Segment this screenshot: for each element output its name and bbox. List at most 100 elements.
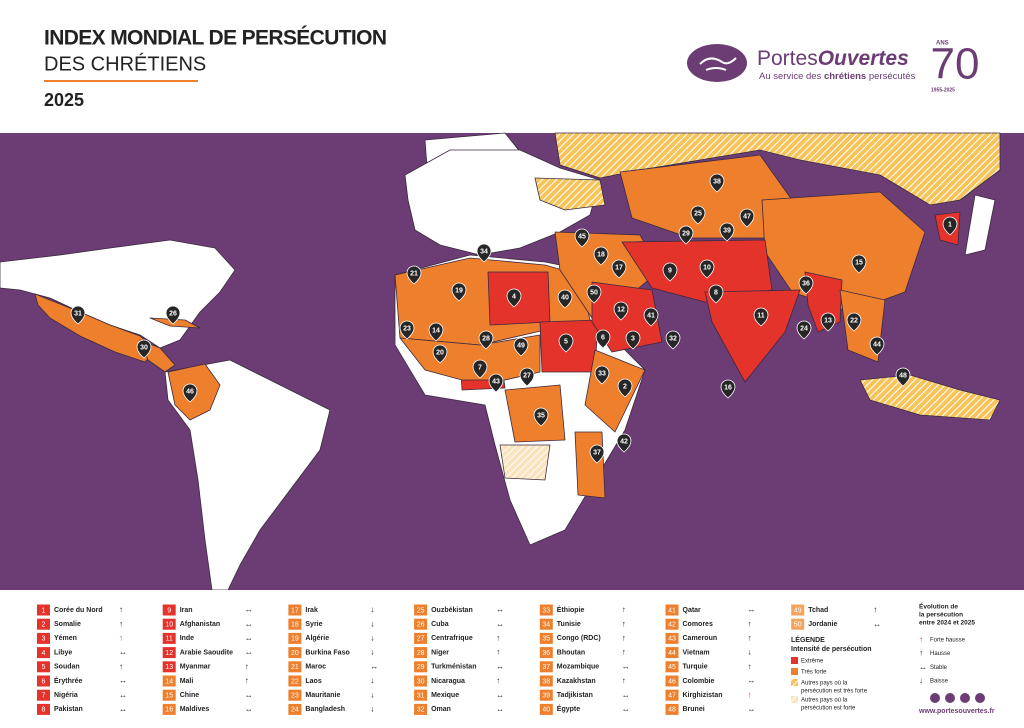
ranking-item: 45 Turquie ↑ xyxy=(665,661,752,673)
ranking-item: 15 Chine ↔ xyxy=(162,689,253,701)
ranking-item: 35 Congo (RDC) ↑ xyxy=(539,632,626,644)
rank-badge xyxy=(288,689,302,701)
pin-label: 26 xyxy=(169,310,177,317)
trend-arrow: ↑ xyxy=(496,676,500,685)
pin-marker xyxy=(399,320,415,340)
pin-label: 24 xyxy=(800,325,808,332)
trend-arrow: ↔ xyxy=(370,662,378,671)
rank-number: 23 xyxy=(291,693,299,700)
pin-marker xyxy=(428,322,444,342)
pin-label: 48 xyxy=(899,372,907,379)
country-name: Maldives xyxy=(180,706,210,713)
evolution-symbol: ↔ xyxy=(919,662,927,671)
pin-marker xyxy=(678,225,694,245)
ranking-item: 21 Maroc ↔ xyxy=(288,661,378,673)
social-icon[interactable] xyxy=(960,693,970,703)
mozambique xyxy=(574,431,606,499)
country-name: Somalie xyxy=(54,621,81,628)
evolution-title: Évolution de xyxy=(919,602,958,611)
ranking-item: 24 Bangladesh ↓ xyxy=(288,703,374,715)
mexico xyxy=(34,293,157,363)
ranking-item: 13 Myanmar ↑ xyxy=(162,661,249,673)
rank-number: 30 xyxy=(417,678,425,685)
title: INDEX MONDIAL DE PERSÉCUTION xyxy=(44,27,387,50)
rank-badge xyxy=(288,703,302,715)
trend-arrow: ↑ xyxy=(748,619,752,628)
trend-arrow: ↑ xyxy=(496,634,500,643)
pin-marker xyxy=(616,433,632,453)
title-underline xyxy=(44,80,198,82)
country-name: Bangladesh xyxy=(305,706,345,713)
rank-badge xyxy=(539,632,553,644)
rank-badge xyxy=(791,604,805,616)
pin-label: 42 xyxy=(620,438,628,445)
country-name: Algérie xyxy=(305,635,329,642)
map-pin: 33 xyxy=(594,365,610,385)
ranking-item: 3 Yémen ↑ xyxy=(37,632,123,644)
rank-badge xyxy=(665,689,679,701)
pin-label: 36 xyxy=(802,280,810,287)
map-pin: 21 xyxy=(406,265,422,285)
tagline-3: persécutés xyxy=(869,71,916,82)
rank-number: 18 xyxy=(291,622,299,629)
map-pin: 25 xyxy=(690,205,706,225)
trend-arrow: ↓ xyxy=(370,690,374,699)
pin-label: 13 xyxy=(824,317,832,324)
pin-label: 1 xyxy=(948,221,952,228)
rank-badge xyxy=(414,661,428,673)
tagline-2: chrétiens xyxy=(824,71,866,82)
ranking-item: 48 Brunei ↔ xyxy=(665,703,756,715)
ranking-item: 9 Iran ↔ xyxy=(162,604,253,616)
rank-badge xyxy=(791,618,805,630)
trend-arrow: ↔ xyxy=(119,705,127,714)
rank-badge xyxy=(162,675,176,687)
rank-badge xyxy=(414,618,428,630)
pin-label: 27 xyxy=(523,372,531,379)
rank-badge xyxy=(288,618,302,630)
rank-number: 15 xyxy=(165,693,173,700)
logo-fish xyxy=(699,57,737,71)
map-pin: 40 xyxy=(557,289,573,309)
evolution-symbol: ↑ xyxy=(919,635,923,644)
trend-arrow: ↔ xyxy=(622,705,630,714)
legend: LÉGENDE Intensité de persécution Extrême… xyxy=(791,635,872,712)
country-name: Tchad xyxy=(808,607,828,614)
country-name: Syrie xyxy=(305,621,322,628)
legend-label: persécution est forte xyxy=(801,706,856,712)
rank-badge xyxy=(37,661,50,673)
country-name: Mozambique xyxy=(557,664,599,671)
pin-marker xyxy=(533,407,549,427)
rank-number: 39 xyxy=(542,693,550,700)
country-name: Centrafrique xyxy=(431,635,473,642)
country-name: Cuba xyxy=(431,621,449,628)
map-pin: 3 xyxy=(625,330,641,350)
ranking-item: 20 Burkina Faso ↓ xyxy=(288,647,374,659)
evolution-label: Hausse xyxy=(930,651,951,657)
trend-arrow: ↓ xyxy=(370,605,374,614)
map-pin: 4 xyxy=(506,288,522,308)
trend-arrow: ↑ xyxy=(245,662,249,671)
rank-badge xyxy=(162,632,176,644)
ranking-item: 14 Mali ↑ xyxy=(162,675,249,687)
social-icon[interactable] xyxy=(975,693,985,703)
country-name: Éthiopie xyxy=(557,605,585,614)
india xyxy=(704,289,801,383)
ranking-item: 23 Mauritanie ↓ xyxy=(288,689,374,701)
map-pin: 1 xyxy=(942,216,958,236)
trend-arrow: ↔ xyxy=(496,619,504,628)
country-name: Maroc xyxy=(305,664,326,671)
ranking-item: 18 Syrie ↓ xyxy=(288,618,374,630)
social-icon[interactable] xyxy=(945,693,955,703)
trend-arrow: ↑ xyxy=(119,662,123,671)
pin-marker xyxy=(519,367,535,387)
country-name: Colombie xyxy=(683,678,715,685)
pin-label: 23 xyxy=(403,325,411,332)
rank-number: 26 xyxy=(417,622,425,629)
website[interactable]: www.portesouvertes.fr xyxy=(918,708,995,715)
trend-arrow: ↑ xyxy=(622,619,626,628)
map-pin: 47 xyxy=(739,208,755,228)
ranking-item: 10 Afghanistan ↔ xyxy=(162,618,253,630)
ranking-item: 30 Nicaragua ↑ xyxy=(414,675,500,687)
social-icon[interactable] xyxy=(930,693,940,703)
map-pin: 15 xyxy=(851,254,867,274)
